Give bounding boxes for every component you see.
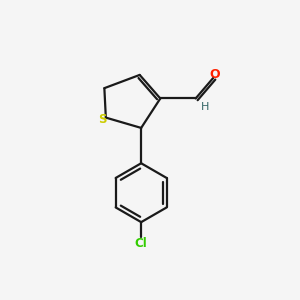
Text: H: H (201, 102, 209, 112)
Text: S: S (98, 113, 106, 127)
Text: O: O (209, 68, 220, 81)
Text: Cl: Cl (135, 237, 148, 250)
